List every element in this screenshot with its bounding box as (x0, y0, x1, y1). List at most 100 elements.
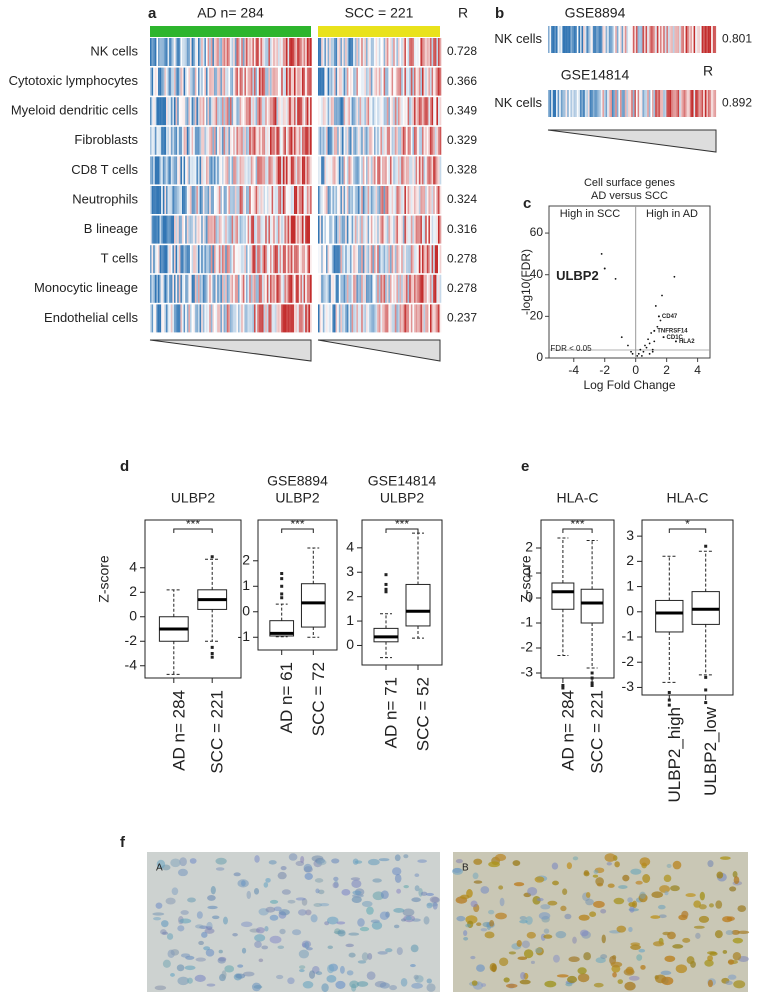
cell (731, 929, 740, 935)
gene-point (648, 342, 651, 345)
heatmap-stripe (709, 26, 712, 53)
heatmap-stripe (284, 38, 287, 66)
heatmap-stripe (332, 274, 335, 303)
heatmap-stripe (647, 90, 649, 117)
heatmap-stripe (370, 156, 373, 185)
heatmap-stripe (174, 215, 176, 244)
heatmap-stripe (420, 156, 423, 185)
heatmap-stripe (639, 90, 641, 117)
y-tick-label: -4 (125, 656, 138, 672)
heatmap-stripe (610, 90, 613, 117)
gene-point (653, 329, 656, 332)
heatmap-stripe (364, 126, 367, 155)
cell (661, 976, 674, 986)
heatmap-stripe (260, 126, 263, 155)
heatmap-stripe (154, 38, 157, 66)
cell (551, 862, 559, 870)
heatmap-stripe (322, 274, 325, 303)
heatmap-stripe (263, 38, 266, 66)
heatmap-stripe (151, 38, 154, 66)
heatmap-stripe (412, 186, 415, 214)
heatmap-stripe (170, 97, 173, 126)
heatmap-stripe (402, 38, 405, 66)
cell (218, 949, 223, 954)
heatmap-stripe (428, 97, 431, 126)
heatmap-stripe (364, 97, 367, 126)
heatmap-stripe (391, 304, 394, 333)
heatmap-stripe (343, 274, 346, 303)
heatmap-stripe (672, 26, 675, 53)
heatmap-stripe (575, 26, 577, 53)
heatmap-stripe (626, 90, 629, 117)
cell (189, 858, 197, 864)
heatmap-stripe (417, 245, 419, 274)
cell (682, 937, 691, 943)
heatmap-stripe (356, 274, 359, 303)
heatmap-stripe (306, 245, 309, 274)
heatmap-stripe (242, 186, 245, 214)
cell (556, 974, 569, 978)
heatmap-stripe (693, 90, 696, 117)
heatmap-stripe (156, 38, 159, 66)
outlier (280, 572, 284, 576)
heatmap-stripe (632, 90, 635, 117)
heatmap-stripe (438, 215, 440, 244)
heatmap-stripe (290, 304, 293, 333)
heatmap-stripe (338, 245, 341, 274)
heatmap-stripe (170, 304, 173, 333)
heatmap-stripe (438, 245, 440, 274)
heatmap-stripe (306, 304, 309, 333)
cell (177, 976, 190, 986)
heatmap-stripe (390, 245, 392, 274)
heatmap-stripe (202, 215, 205, 244)
heatmap-stripe (366, 186, 368, 214)
heatmap-stripe (270, 245, 272, 274)
x-axis-label: Log Fold Change (583, 378, 675, 392)
heatmap-stripe (586, 90, 589, 117)
heatmap-stripe (422, 97, 424, 126)
cell (519, 979, 531, 985)
heatmap-stripe (434, 215, 437, 244)
heatmap-stripe (167, 215, 170, 244)
cell (304, 941, 310, 949)
heatmap-stripe (294, 97, 296, 126)
heatmap-stripe (274, 38, 277, 66)
heatmap-stripe (159, 126, 162, 155)
cell (513, 882, 525, 887)
heatmap-stripe (201, 215, 203, 244)
heatmap-stripe (170, 274, 173, 303)
heatmap-stripe (430, 156, 432, 185)
heatmap-stripe (382, 126, 384, 155)
heatmap-stripe (231, 215, 234, 244)
heatmap-stripe (366, 156, 368, 185)
heatmap-stripe (193, 67, 195, 96)
heatmap-stripe (207, 274, 210, 303)
heatmap-stripe (215, 186, 218, 214)
heatmap-stripe (294, 186, 296, 214)
heatmap-stripe (281, 186, 283, 214)
heatmap-stripe (326, 304, 328, 333)
heatmap-stripe (287, 245, 290, 274)
cell (491, 964, 497, 973)
heatmap-stripe (268, 304, 271, 333)
heatmap-stripe (338, 156, 341, 185)
cell (210, 885, 216, 895)
whisker-high (662, 555, 677, 601)
heatmap-stripe (327, 38, 330, 66)
heatmap-stripe (374, 304, 376, 333)
heatmap-stripe (289, 215, 291, 244)
cell (217, 957, 226, 964)
heatmap-stripe (436, 245, 439, 274)
heatmap-stripe (709, 90, 712, 117)
heatmap-stripe (436, 97, 439, 126)
heatmap-stripe (302, 38, 304, 66)
chart-title: ULBP2 (380, 490, 425, 506)
heatmap-stripe (361, 156, 363, 185)
heatmap-stripe (404, 67, 407, 96)
cell (155, 902, 163, 909)
heatmap-stripe (300, 245, 303, 274)
heatmap-stripe (162, 274, 165, 303)
plot-frame (540, 519, 615, 679)
heatmap-stripe (324, 186, 327, 214)
